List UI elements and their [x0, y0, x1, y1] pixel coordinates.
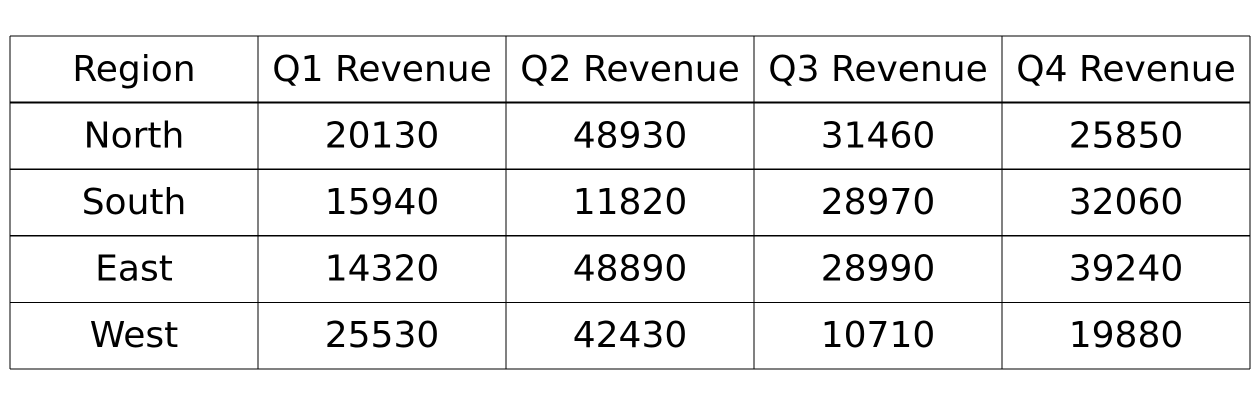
table-cell: 15940	[325, 182, 440, 223]
table-cell: 48930	[573, 115, 688, 156]
table-grid	[9, 35, 1251, 370]
column-header: Q2 Revenue	[520, 49, 739, 90]
table-cell: 39240	[1069, 249, 1184, 290]
table-cell: 25850	[1069, 115, 1184, 156]
column-header: Q4 Revenue	[1016, 49, 1235, 90]
table-cell: 42430	[573, 315, 688, 356]
table-cell: 28990	[821, 249, 936, 290]
table-cell: 48890	[573, 249, 688, 290]
table-cell: 19880	[1069, 315, 1184, 356]
column-header: Q3 Revenue	[768, 49, 987, 90]
row-label: East	[95, 249, 173, 290]
column-header: Q1 Revenue	[272, 49, 491, 90]
row-label: South	[82, 182, 187, 223]
table-cells: Region Q1 Revenue Q2 Revenue Q3 Revenue Q4 R…	[72, 49, 1235, 356]
column-header: Region	[72, 49, 195, 90]
table-cell: 28970	[821, 182, 936, 223]
table-cell: 31460	[821, 115, 936, 156]
table-cell: 20130	[325, 115, 440, 156]
table-cell: 14320	[325, 249, 440, 290]
row-label: North	[84, 115, 185, 156]
table-cell: 11820	[573, 182, 688, 223]
table-cell: 10710	[821, 315, 936, 356]
table-cell: 25530	[325, 315, 440, 356]
row-label: West	[90, 315, 179, 356]
table-cell: 32060	[1069, 182, 1184, 223]
